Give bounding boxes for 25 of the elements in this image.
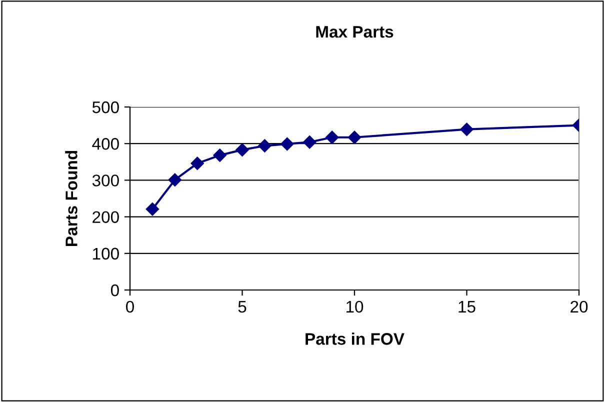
point	[303, 136, 316, 149]
point	[348, 130, 362, 144]
y-tick-label: 400	[92, 138, 119, 150]
point	[190, 156, 204, 170]
point	[236, 143, 249, 156]
point	[280, 137, 294, 151]
x-tick-label: 15	[458, 301, 476, 313]
chart-title: Max Parts	[316, 26, 394, 38]
x-tick-label: 10	[346, 300, 364, 313]
y-tick-label: 0	[110, 284, 119, 296]
y-axis-title: Parts Found	[65, 150, 78, 246]
x-axis-title: Parts in FOV	[306, 332, 404, 345]
point	[325, 130, 339, 144]
point	[146, 202, 160, 216]
point	[460, 122, 474, 136]
x-tick-label: 0	[126, 300, 134, 313]
x-tick-label: 20	[570, 300, 588, 313]
y-tick-label: 200	[92, 211, 119, 224]
point	[168, 173, 182, 186]
y-tick-label: 300	[92, 174, 119, 186]
point	[258, 139, 272, 152]
y-tick-label: 500	[92, 101, 119, 114]
point	[213, 148, 226, 162]
y-tick-label: 100	[93, 248, 119, 260]
x-tick-label: 5	[238, 301, 246, 313]
